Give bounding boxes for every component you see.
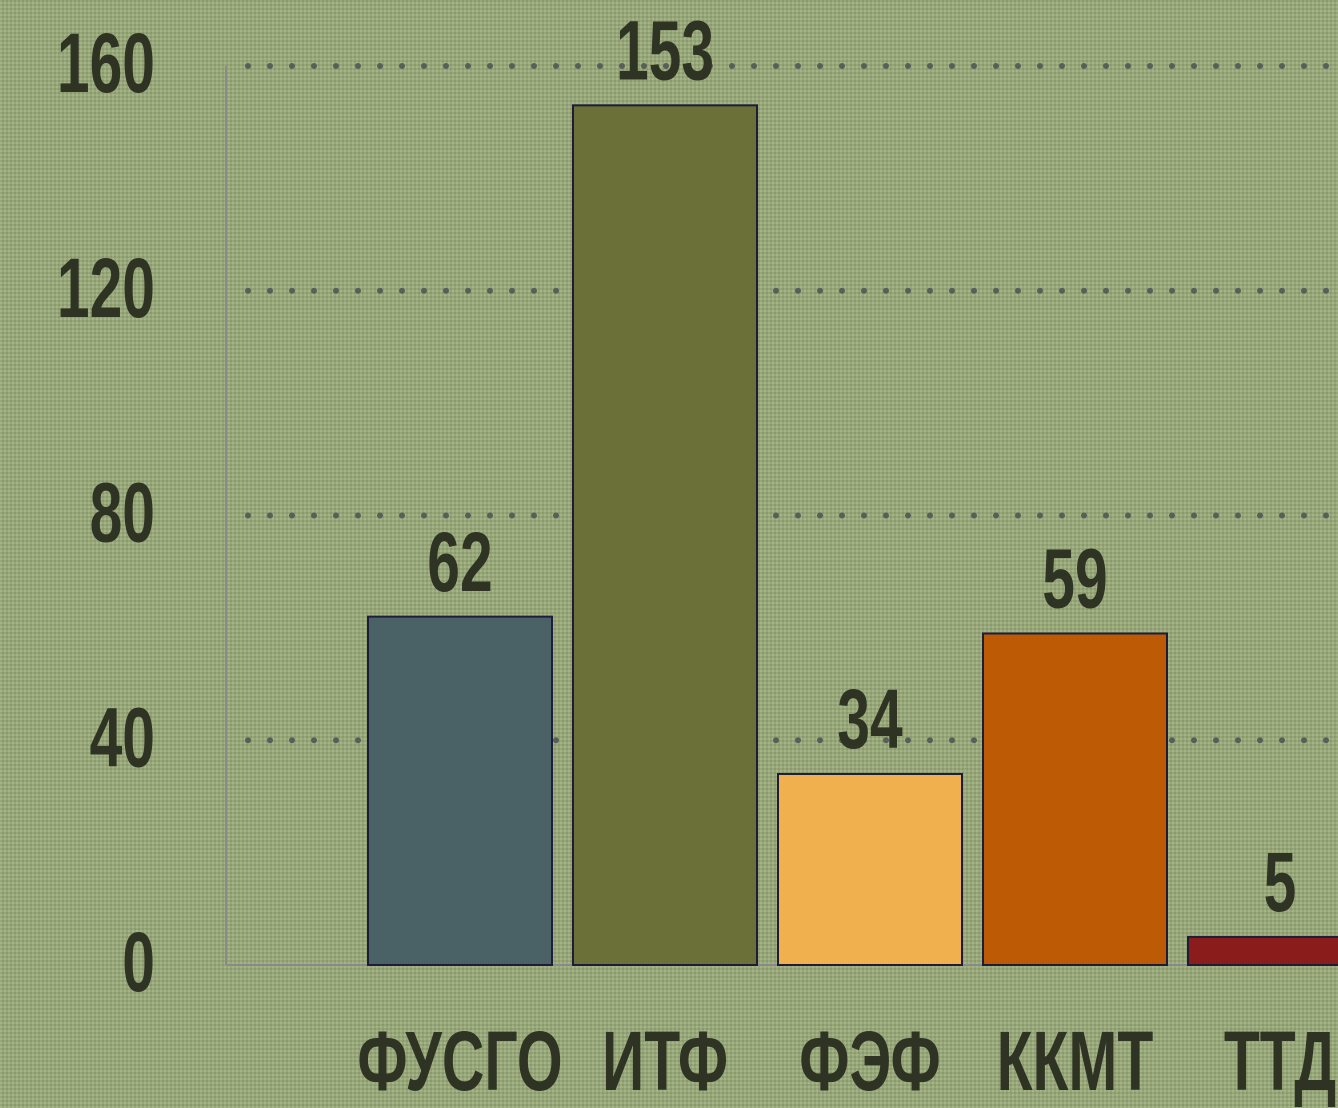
x-tick-label: ИТФ <box>602 1015 728 1108</box>
bar <box>367 615 553 966</box>
value-label: 34 <box>837 673 902 767</box>
y-tick-label: 40 <box>90 691 155 785</box>
x-tick-label: ФЭФ <box>799 1015 940 1108</box>
bar <box>982 632 1168 967</box>
value-label: 62 <box>427 516 492 610</box>
x-tick-label: ККМТ <box>997 1015 1154 1108</box>
value-label: 153 <box>616 4 714 98</box>
y-tick-label: 80 <box>90 466 155 560</box>
x-tick-label: ФУСГО <box>357 1015 562 1108</box>
bar <box>777 772 963 967</box>
y-tick-label: 160 <box>57 17 155 111</box>
bar <box>572 104 758 967</box>
bar <box>1187 935 1338 966</box>
y-tick-label: 120 <box>57 242 155 336</box>
x-tick-label: ТТД <box>1224 1015 1336 1108</box>
value-label: 59 <box>1042 532 1107 626</box>
value-label: 5 <box>1264 836 1297 930</box>
y-tick-label: 0 <box>122 916 155 1010</box>
